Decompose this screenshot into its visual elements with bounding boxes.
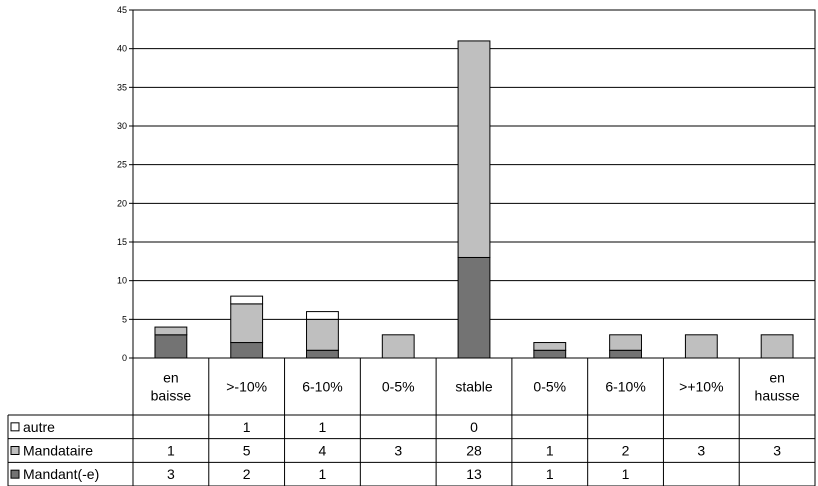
bar-mandataire [534, 343, 566, 351]
bar-autre [307, 312, 339, 320]
data-label: 5 [243, 443, 251, 459]
category-label: baisse [151, 388, 192, 404]
data-label: 1 [546, 466, 554, 482]
y-tick-label: 10 [117, 276, 127, 286]
data-label: 2 [622, 443, 630, 459]
category-label: en [769, 370, 785, 386]
data-label: 1 [243, 419, 251, 435]
bar-mandataire [382, 335, 414, 358]
data-label: 28 [466, 443, 482, 459]
bar-mandant-e- [155, 335, 187, 358]
y-tick-label: 5 [122, 314, 127, 324]
y-tick-label: 15 [117, 237, 127, 247]
data-label: 0 [470, 419, 478, 435]
y-tick-label: 40 [117, 44, 127, 54]
legend-key [11, 447, 19, 455]
data-label: 1 [167, 443, 175, 459]
y-tick-label: 25 [117, 160, 127, 170]
category-label: 0-5% [533, 379, 566, 395]
category-label: >-10% [226, 379, 267, 395]
y-tick-label: 0 [122, 353, 127, 363]
y-tick-label: 35 [117, 82, 127, 92]
y-tick-label: 45 [117, 5, 127, 15]
bar-mandant-e- [307, 350, 339, 358]
data-label: 13 [466, 466, 482, 482]
data-label: 4 [319, 443, 327, 459]
bar-mandant-e- [458, 257, 490, 358]
bar-mandataire [155, 327, 187, 335]
category-label: stable [455, 379, 493, 395]
y-tick-label: 20 [117, 198, 127, 208]
bar-autre [231, 296, 263, 304]
category-label: hausse [755, 388, 800, 404]
category-label: 6-10% [605, 379, 645, 395]
bars [155, 41, 793, 358]
bar-mandataire [458, 41, 490, 258]
legend-key [11, 423, 19, 431]
y-tick-label: 30 [117, 121, 127, 131]
legend-label: Mandataire [23, 443, 93, 459]
category-label: 6-10% [302, 379, 342, 395]
data-label: 1 [319, 466, 327, 482]
bar-mandataire [231, 304, 263, 343]
bar-mandant-e- [231, 343, 263, 358]
legend-label: Mandant(-e) [23, 466, 99, 482]
bar-mandant-e- [610, 350, 642, 358]
data-label: 3 [394, 443, 402, 459]
category-label: >+10% [679, 379, 723, 395]
bar-mandataire [761, 335, 793, 358]
legend-key [11, 470, 19, 478]
data-label: 1 [319, 419, 327, 435]
bar-mandant-e- [534, 350, 566, 358]
y-axis-ticks: 0 5 10 15 20 25 30 35 40 45 [117, 5, 133, 363]
legend-label: autre [23, 419, 55, 435]
bar-mandataire [610, 335, 642, 350]
data-label: 1 [546, 443, 554, 459]
data-label: 3 [697, 443, 705, 459]
data-label: 3 [773, 443, 781, 459]
bar-mandataire [685, 335, 717, 358]
data-table: en baisse >-10% 6-10% 0-5% stable 0-5% 6-10% >+1… [8, 358, 815, 486]
data-label: 1 [622, 466, 630, 482]
category-label: 0-5% [382, 379, 415, 395]
category-label: en [163, 370, 179, 386]
data-label: 3 [167, 466, 175, 482]
bar-mandataire [307, 319, 339, 350]
data-label: 2 [243, 466, 251, 482]
